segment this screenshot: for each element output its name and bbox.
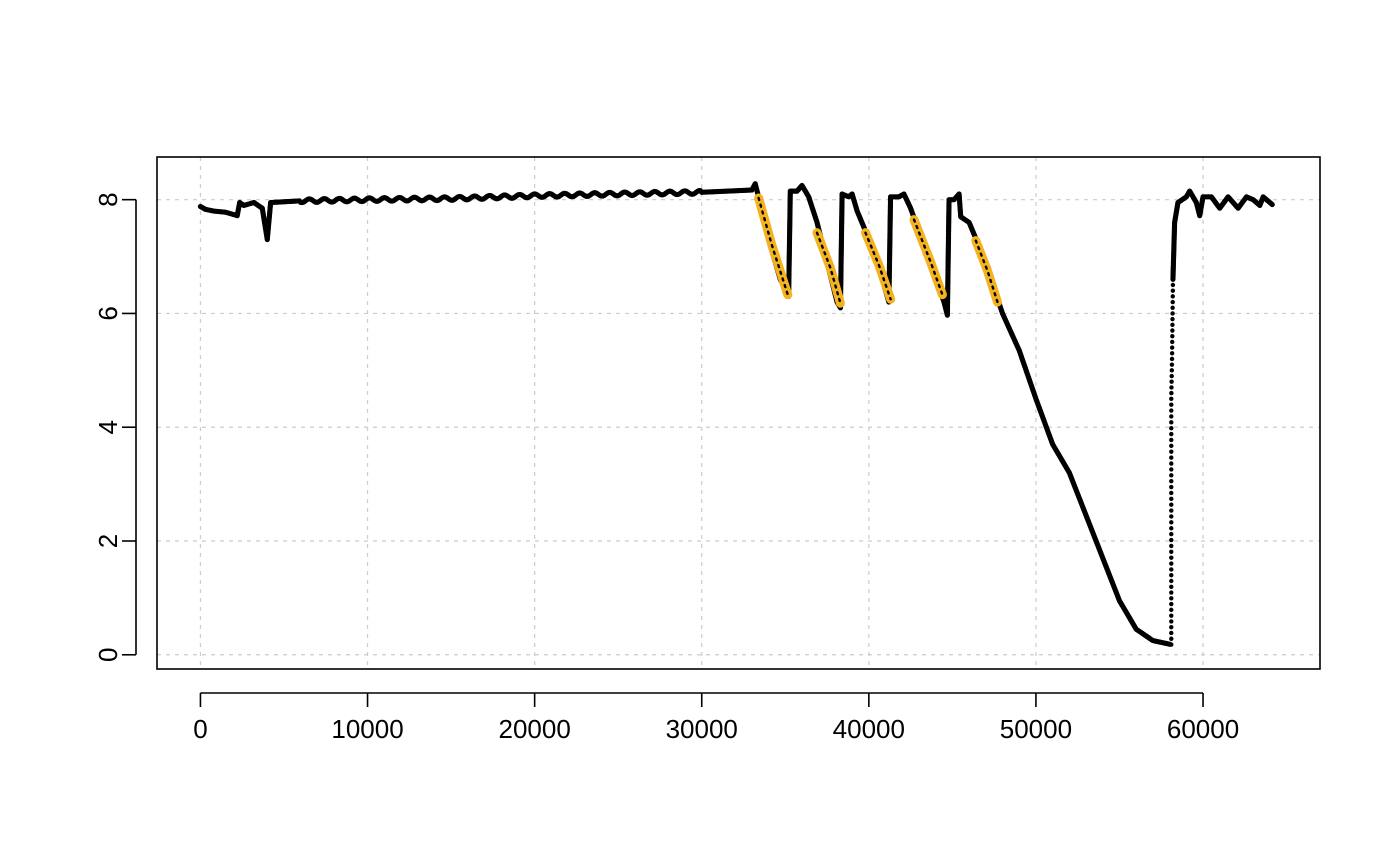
series-highlight <box>754 193 1002 308</box>
data-point <box>1169 496 1174 502</box>
data-point <box>1169 351 1175 356</box>
data-point <box>1169 636 1174 641</box>
data-point <box>1169 561 1174 566</box>
data-point <box>1169 502 1174 507</box>
highlight-segment <box>909 215 947 300</box>
data-point <box>1170 294 1175 299</box>
data-point <box>1170 288 1176 293</box>
data-point <box>1169 368 1175 373</box>
data-point <box>1170 299 1175 305</box>
x-tick-label: 10000 <box>331 714 403 744</box>
y-axis: 0 2 4 6 8 <box>93 192 137 662</box>
series-main <box>197 181 1275 647</box>
data-point <box>1169 613 1174 618</box>
data-point <box>1169 420 1174 425</box>
data-point <box>1169 590 1174 595</box>
data-point <box>1169 584 1174 589</box>
data-point <box>1169 573 1174 578</box>
data-point <box>1169 490 1174 496</box>
y-tick-label: 2 <box>93 534 123 548</box>
data-point <box>1169 531 1174 537</box>
highlight-segment <box>971 236 1002 307</box>
data-point <box>1169 437 1174 443</box>
data-point <box>1169 537 1174 543</box>
data-point <box>1169 455 1174 460</box>
data-point <box>1169 390 1174 396</box>
data-point <box>1170 334 1175 339</box>
data-point <box>1169 396 1174 401</box>
data-point <box>1169 426 1174 431</box>
data-point <box>1169 443 1174 449</box>
data-point <box>1169 642 1174 647</box>
data-point <box>1169 567 1174 572</box>
data-point <box>1169 379 1174 384</box>
data-point <box>1169 373 1174 379</box>
data-point <box>1169 408 1174 413</box>
data-point <box>1269 201 1275 208</box>
highlight-segment-dots <box>912 218 944 296</box>
data-point <box>1169 478 1174 484</box>
data-point <box>1169 402 1174 407</box>
data-point <box>1169 630 1174 636</box>
plot-frame <box>156 156 1321 670</box>
x-tick-label: 50000 <box>1000 714 1072 744</box>
x-tick-label: 30000 <box>666 714 738 744</box>
data-point <box>1169 607 1174 613</box>
highlight-segment-dots <box>757 196 789 296</box>
x-tick-label: 60000 <box>1167 714 1239 744</box>
data-point <box>1169 461 1174 466</box>
data-point <box>1169 601 1174 607</box>
grid <box>157 157 1320 669</box>
data-point <box>1169 543 1174 549</box>
x-tick-label: 20000 <box>498 714 570 744</box>
highlight-segment-dots <box>864 231 892 301</box>
data-point <box>1169 362 1175 367</box>
data-point <box>1170 311 1175 316</box>
data-point <box>1169 520 1174 525</box>
y-tick-label: 4 <box>93 420 123 434</box>
data-point <box>1169 526 1174 531</box>
data-point <box>1170 339 1175 345</box>
highlight-segment-dots <box>815 231 842 305</box>
data-point <box>1170 305 1175 310</box>
data-point <box>1169 484 1174 490</box>
data-point <box>1169 385 1174 390</box>
data-point <box>1169 578 1174 584</box>
data-point <box>1170 322 1175 328</box>
x-tick-label: 0 <box>193 714 207 744</box>
y-tick-label: 0 <box>93 648 123 662</box>
x-axis: 0 10000 20000 30000 40000 50000 60000 <box>193 692 1239 744</box>
data-point <box>1169 549 1174 554</box>
data-point <box>1169 414 1174 419</box>
data-point <box>1170 316 1175 322</box>
data-point <box>1169 356 1175 362</box>
y-tick-label: 6 <box>93 306 123 320</box>
data-point <box>1169 596 1174 601</box>
data-point <box>1169 625 1174 630</box>
data-point <box>1169 449 1174 454</box>
data-point <box>1170 328 1175 333</box>
data-point <box>1169 345 1175 350</box>
data-point <box>1169 467 1174 472</box>
data-point <box>1169 619 1174 624</box>
data-point <box>1169 473 1174 478</box>
data-point <box>1169 514 1174 519</box>
data-point <box>1170 282 1176 288</box>
x-tick-label: 40000 <box>833 714 905 744</box>
data-point <box>1169 555 1174 560</box>
data-point <box>1169 508 1174 513</box>
data-point <box>1169 431 1174 437</box>
y-tick-label: 8 <box>93 192 123 206</box>
